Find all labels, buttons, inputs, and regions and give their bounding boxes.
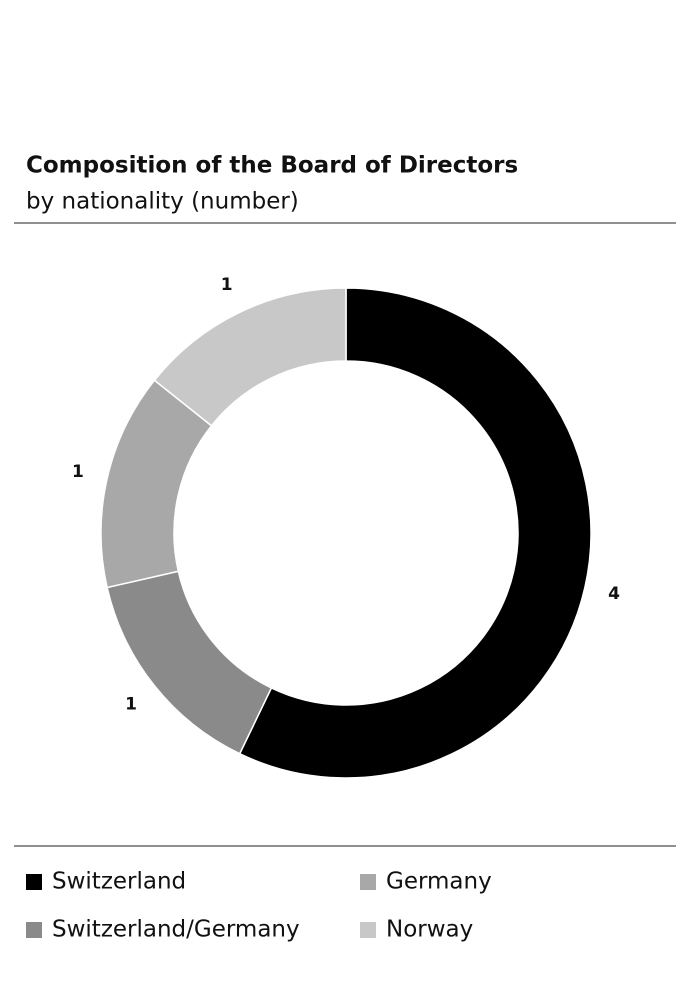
legend-swatch: [360, 874, 376, 890]
legend-label: Germany: [386, 869, 492, 895]
legend-swatch: [360, 922, 376, 938]
chart-title: Composition of the Board of Directors: [26, 153, 518, 179]
legend-label: Switzerland/Germany: [52, 917, 300, 943]
value-label: 1: [72, 462, 84, 482]
legend-label: Switzerland: [52, 869, 186, 895]
slice: [106, 570, 273, 755]
slice: [238, 287, 592, 779]
value-label: 4: [608, 584, 620, 604]
legend-swatch: [26, 874, 42, 890]
slice: [153, 287, 347, 427]
value-label: 1: [221, 275, 233, 295]
legend-swatch: [26, 922, 42, 938]
value-label: 1: [125, 694, 137, 714]
chart-subtitle: by nationality (number): [26, 189, 299, 215]
legend-label: Norway: [386, 917, 473, 943]
